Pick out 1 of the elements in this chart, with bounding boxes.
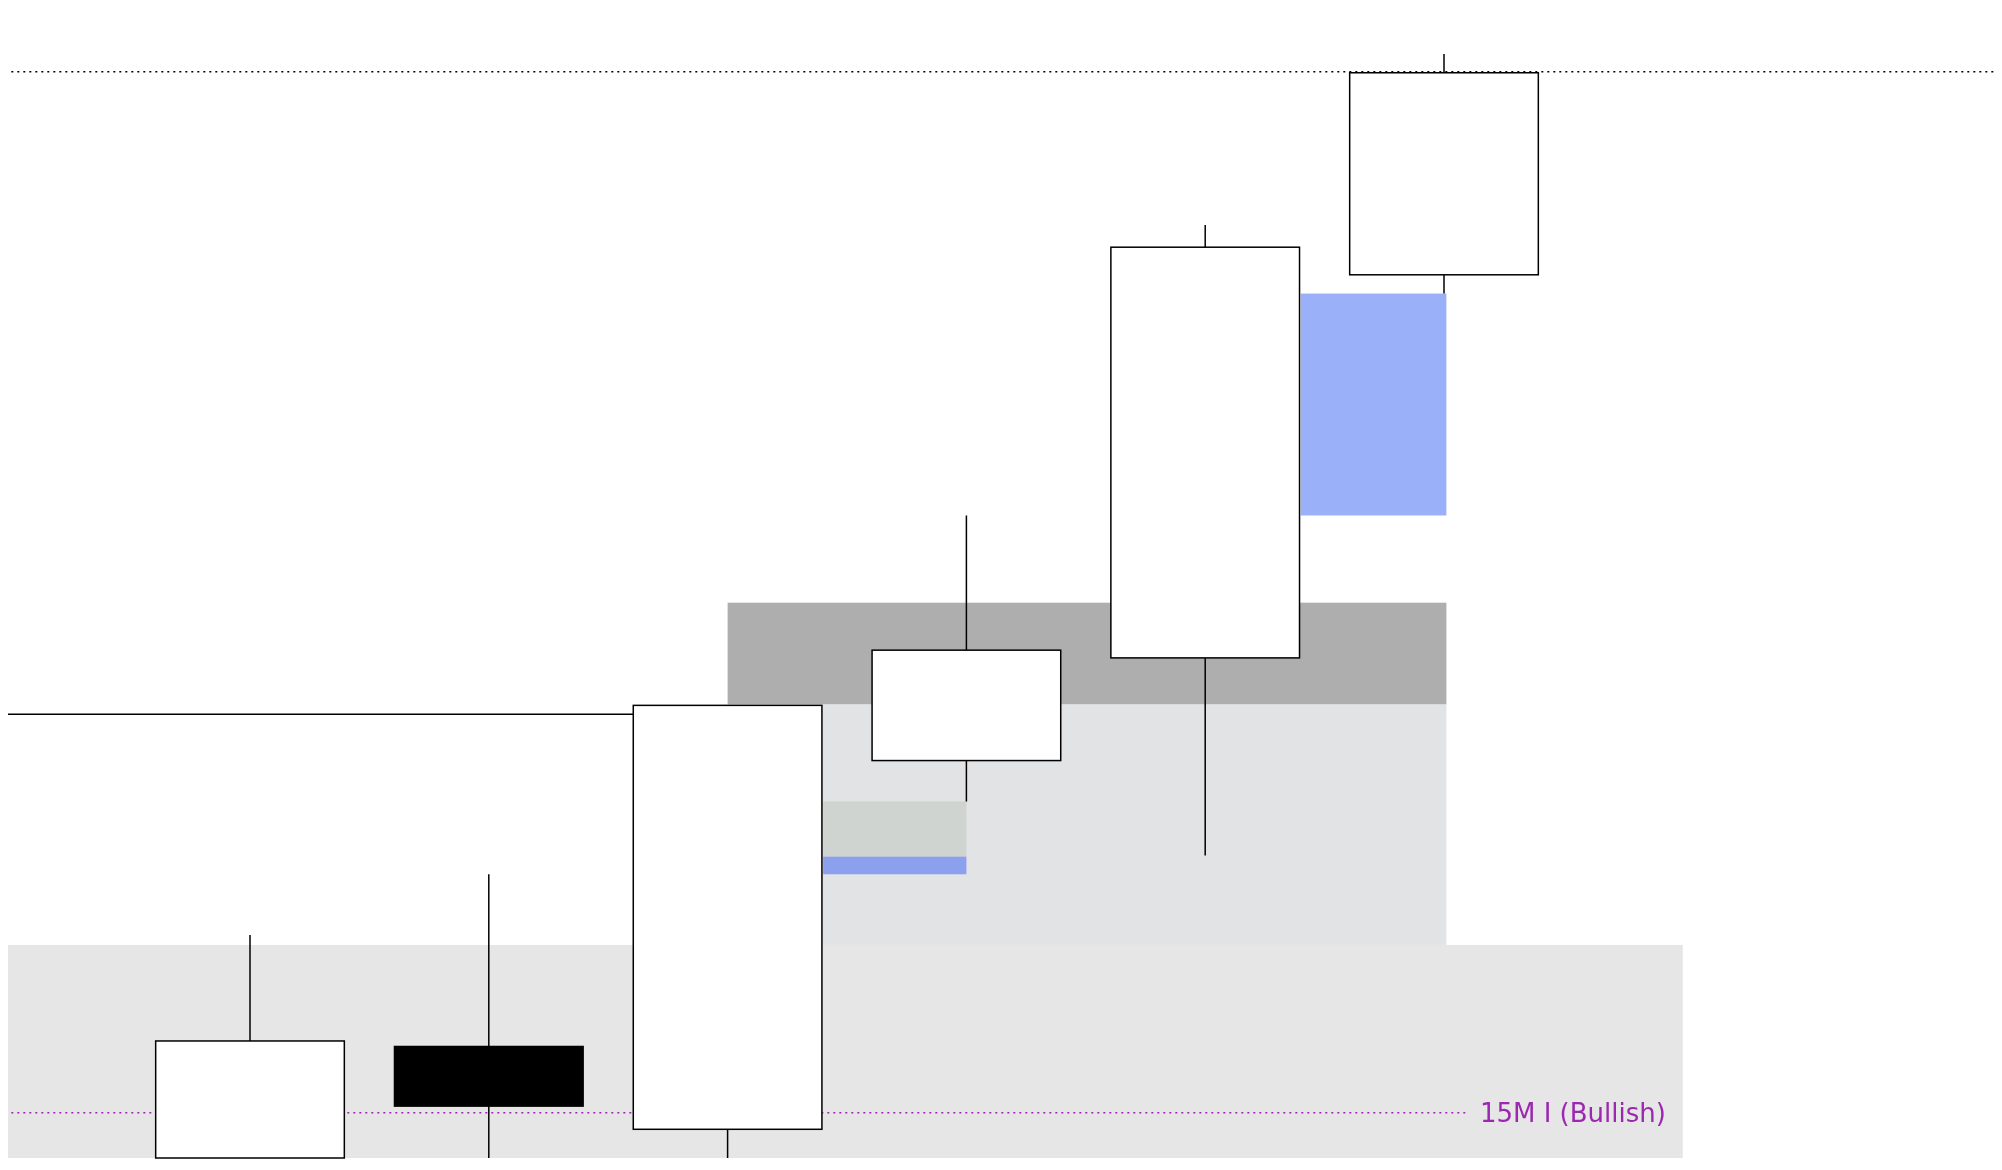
ref-line-label: 15M I (Bullish) bbox=[1479, 1097, 1666, 1128]
